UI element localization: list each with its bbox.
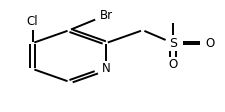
Text: Cl: Cl — [27, 15, 38, 28]
Text: S: S — [169, 37, 177, 50]
Text: O: O — [168, 58, 178, 71]
Text: N: N — [102, 62, 110, 75]
Text: Br: Br — [99, 9, 112, 22]
Text: O: O — [205, 37, 214, 50]
